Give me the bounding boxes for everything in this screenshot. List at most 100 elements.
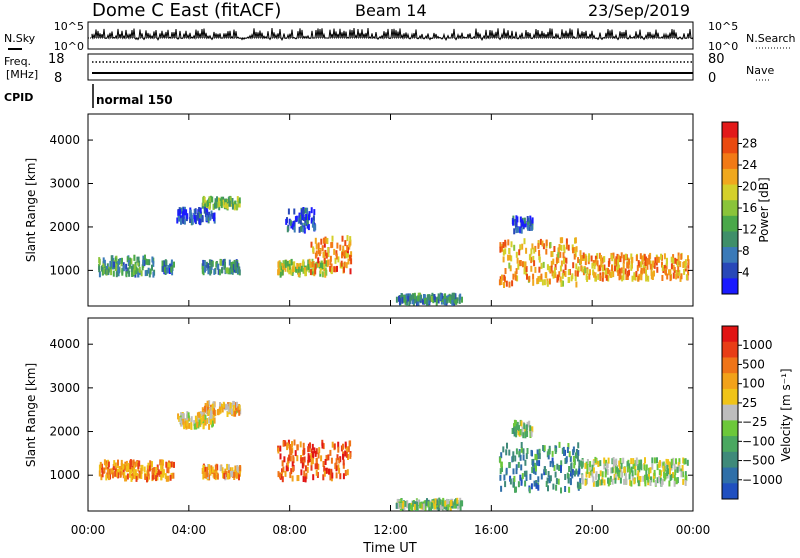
data-cell [591, 262, 594, 269]
data-cell [202, 197, 205, 204]
velocity-colorbar: 1000 500 100 25 −25 −100 −500 −1000 [721, 325, 783, 500]
data-cell [625, 478, 628, 485]
data-cell [458, 297, 461, 304]
data-cell [194, 208, 197, 215]
data-cell [397, 503, 400, 509]
data-cell [525, 247, 528, 254]
data-cell [342, 459, 345, 466]
data-cell [663, 253, 666, 260]
data-cell [206, 400, 209, 407]
data-cell [135, 266, 138, 273]
data-cell [645, 469, 648, 476]
data-cell [573, 462, 576, 469]
data-cell [658, 469, 661, 476]
data-cell [429, 500, 432, 507]
data-cell [208, 464, 211, 471]
data-cell [519, 216, 522, 223]
data-cell [577, 257, 580, 264]
data-cell [626, 274, 629, 280]
data-cell [311, 261, 314, 268]
data-cell [413, 292, 416, 299]
nsky-label: N.Sky [4, 32, 36, 45]
data-cell [564, 474, 567, 480]
data-cell [608, 479, 611, 485]
data-cell [567, 244, 570, 251]
data-cell [609, 475, 612, 482]
data-cell [336, 265, 338, 272]
data-cell [121, 269, 124, 276]
data-cell [296, 263, 299, 269]
data-cell [292, 221, 295, 227]
data-cell [119, 471, 122, 478]
data-cell [218, 269, 221, 276]
data-cell [524, 431, 527, 438]
data-cell [156, 464, 159, 471]
data-cell [337, 464, 340, 471]
data-cell [349, 452, 352, 459]
data-cell [538, 266, 541, 273]
data-cell [156, 474, 159, 481]
data-cell [344, 441, 347, 448]
data-cell [204, 405, 207, 412]
data-cell [580, 258, 582, 265]
data-cell [329, 449, 332, 456]
data-cell [304, 476, 307, 483]
colorbar-tick-label: −25 [742, 415, 767, 429]
data-cell [309, 442, 311, 449]
data-cell [180, 420, 183, 427]
data-cell [229, 467, 232, 474]
colorbar-swatch [722, 467, 738, 484]
data-cell [567, 443, 570, 449]
data-cell [542, 261, 545, 268]
data-cell [625, 274, 628, 280]
data-cell [229, 402, 232, 409]
data-cell [186, 419, 189, 426]
data-cell [512, 219, 515, 226]
data-cell [518, 450, 521, 457]
data-cell [535, 465, 537, 472]
data-cell [533, 260, 536, 267]
data-cell [348, 243, 351, 250]
data-cell [577, 470, 580, 477]
data-cell [137, 256, 140, 263]
data-cell [189, 209, 192, 216]
data-cell [567, 477, 570, 484]
data-cell [560, 280, 563, 287]
data-cell [592, 476, 595, 483]
data-cell [217, 409, 219, 416]
colorbar-tick-label: 12 [742, 223, 757, 237]
data-cell [330, 468, 333, 475]
data-cell [159, 471, 162, 477]
data-cell [507, 239, 510, 246]
data-cell [129, 463, 132, 470]
data-cell [197, 416, 200, 422]
beam-label: Beam 14 [355, 1, 427, 20]
data-cell [148, 465, 151, 472]
data-cell [317, 463, 320, 470]
data-cell [521, 430, 524, 437]
data-cell [181, 413, 184, 420]
data-cell [112, 464, 115, 470]
data-cell [151, 468, 154, 475]
data-cell [614, 467, 617, 474]
data-cell [517, 461, 520, 468]
data-cell [222, 472, 225, 479]
data-cell [606, 462, 609, 469]
data-cell [321, 263, 324, 269]
data-cell [321, 442, 324, 449]
data-cell [398, 501, 401, 508]
data-cell [656, 477, 659, 484]
data-cell [340, 445, 343, 452]
colorbar-swatch [722, 373, 738, 390]
data-cell [410, 504, 413, 511]
data-cell [423, 500, 426, 507]
data-cell [504, 481, 507, 488]
colorbar-swatch [722, 278, 738, 295]
data-cell [220, 198, 222, 205]
data-cell [340, 260, 343, 267]
data-cell [334, 463, 337, 470]
data-cell [617, 470, 620, 477]
data-cell [540, 262, 543, 269]
velocity-yticks: 4000 3000 2000 1000 [49, 337, 693, 482]
data-cell [651, 463, 654, 470]
